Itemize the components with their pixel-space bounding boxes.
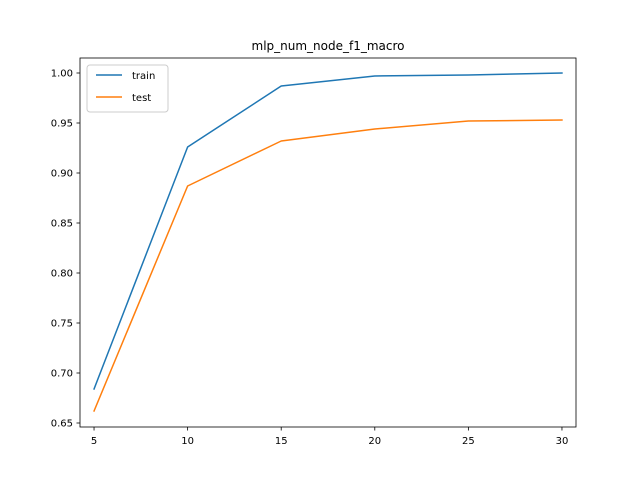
y-tick-label: 0.70 (51, 369, 73, 380)
legend: train test (86, 64, 169, 113)
series-line-train (93, 72, 563, 390)
x-tick-label: 25 (462, 436, 475, 447)
legend-box (86, 64, 169, 113)
series-layer (93, 72, 563, 412)
y-tick-label: 0.75 (51, 319, 73, 330)
legend-label-train: train (132, 71, 155, 82)
x-tick-label: 30 (556, 436, 569, 447)
chart-title: mlp_num_node_f1_macro (252, 39, 405, 53)
plot-frame (79, 57, 577, 428)
x-tick-label: 20 (368, 436, 381, 447)
y-tick-label: 0.90 (51, 169, 73, 180)
x-tick-label: 15 (275, 436, 288, 447)
x-tick-label: 5 (91, 436, 97, 447)
axes-layer: 5 10 15 20 25 30 0.65 0.70 0.75 0.80 0.85 0.90 0.95 1… (51, 57, 577, 447)
y-tick-label: 0.80 (51, 269, 73, 280)
y-tick-label: 1.00 (51, 69, 73, 80)
y-tick-label: 0.85 (51, 219, 73, 230)
series-line-test (93, 119, 563, 412)
legend-label-test: test (132, 93, 151, 104)
y-tick-label: 0.95 (51, 119, 73, 130)
x-tick-label: 10 (181, 436, 194, 447)
y-tick-label: 0.65 (51, 419, 73, 430)
